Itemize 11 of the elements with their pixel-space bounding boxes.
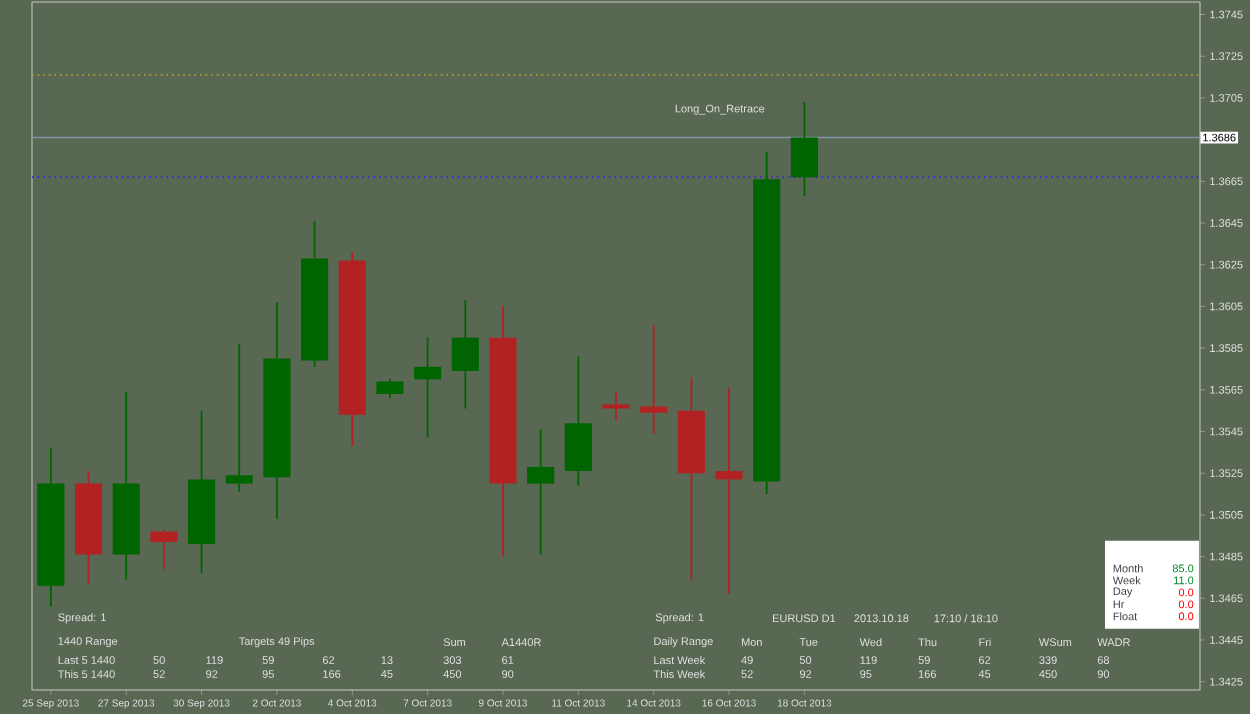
candlestick [225,343,253,493]
candlestick [414,336,442,439]
candlestick [451,299,479,410]
candlestick [715,386,743,595]
candlestick [527,428,555,556]
candlestick [640,324,668,435]
candlestick [602,390,630,422]
candlestick [376,378,404,400]
candlestick [790,101,818,197]
candlestick [564,355,592,487]
candlestick [150,528,178,570]
